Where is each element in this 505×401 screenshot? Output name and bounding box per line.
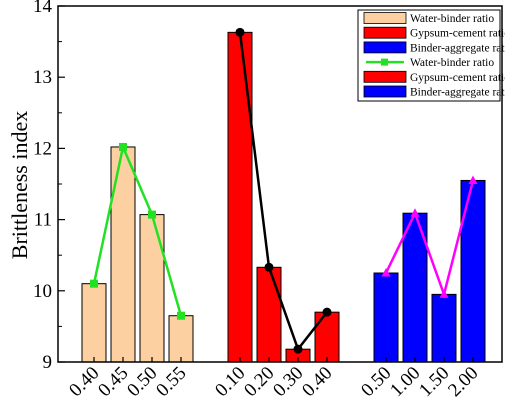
data-point: [381, 268, 391, 277]
legend-label: Water-binder ratio: [410, 13, 494, 25]
bar: [431, 293, 457, 363]
bar: [139, 214, 165, 363]
data-point: [148, 210, 156, 219]
data-point: [410, 208, 420, 217]
data-point: [90, 279, 98, 288]
x-tick-label: 2.00: [444, 363, 482, 401]
bar: [81, 283, 107, 363]
legend: Water-binder ratio Gypsum-cement ratio Bin…: [357, 9, 505, 102]
y-tick-label: 14: [33, 0, 53, 17]
bar: [460, 179, 486, 363]
series-line: [384, 180, 475, 299]
data-point: [322, 307, 332, 317]
y-axis-title: Brittleness index: [7, 111, 32, 259]
legend-label: Gypsum-cement ratio: [410, 28, 505, 40]
bar: [256, 266, 282, 363]
legend-label: Binder-aggregate ratio: [410, 42, 505, 54]
bar: [227, 31, 253, 363]
legend-swatch: [363, 70, 407, 83]
legend-marker: [381, 58, 388, 66]
x-tick-label: 0.55: [152, 363, 190, 401]
legend-label: Water-binder ratio: [410, 57, 494, 69]
series-line: [92, 142, 183, 317]
lines-layer: [90, 27, 478, 354]
data-point: [293, 344, 303, 354]
data-point: [439, 289, 449, 298]
bar: [314, 311, 340, 363]
y-tick-label: 12: [33, 138, 52, 159]
y-tick-label: 9: [43, 352, 53, 373]
bar: [373, 272, 399, 363]
data-point: [177, 311, 185, 320]
legend-swatch: [363, 12, 407, 24]
legend-swatch: [363, 85, 407, 98]
data-point: [468, 175, 478, 184]
legend-swatch: [363, 26, 407, 39]
y-tick-label: 13: [33, 67, 52, 88]
data-point: [264, 262, 274, 272]
bar: [110, 146, 136, 363]
bar: [168, 315, 194, 363]
x-tick-label: 0.40: [298, 363, 336, 401]
y-tick-label: 11: [34, 210, 52, 231]
legend-label: Gypsum-cement ratio: [410, 72, 505, 84]
series-line: [238, 32, 328, 352]
legend-swatch: [363, 41, 407, 54]
y-tick-label: 10: [33, 281, 52, 302]
data-point: [235, 27, 245, 37]
data-point: [119, 142, 127, 151]
legend-label: Binder-aggregate ratio: [410, 87, 505, 99]
